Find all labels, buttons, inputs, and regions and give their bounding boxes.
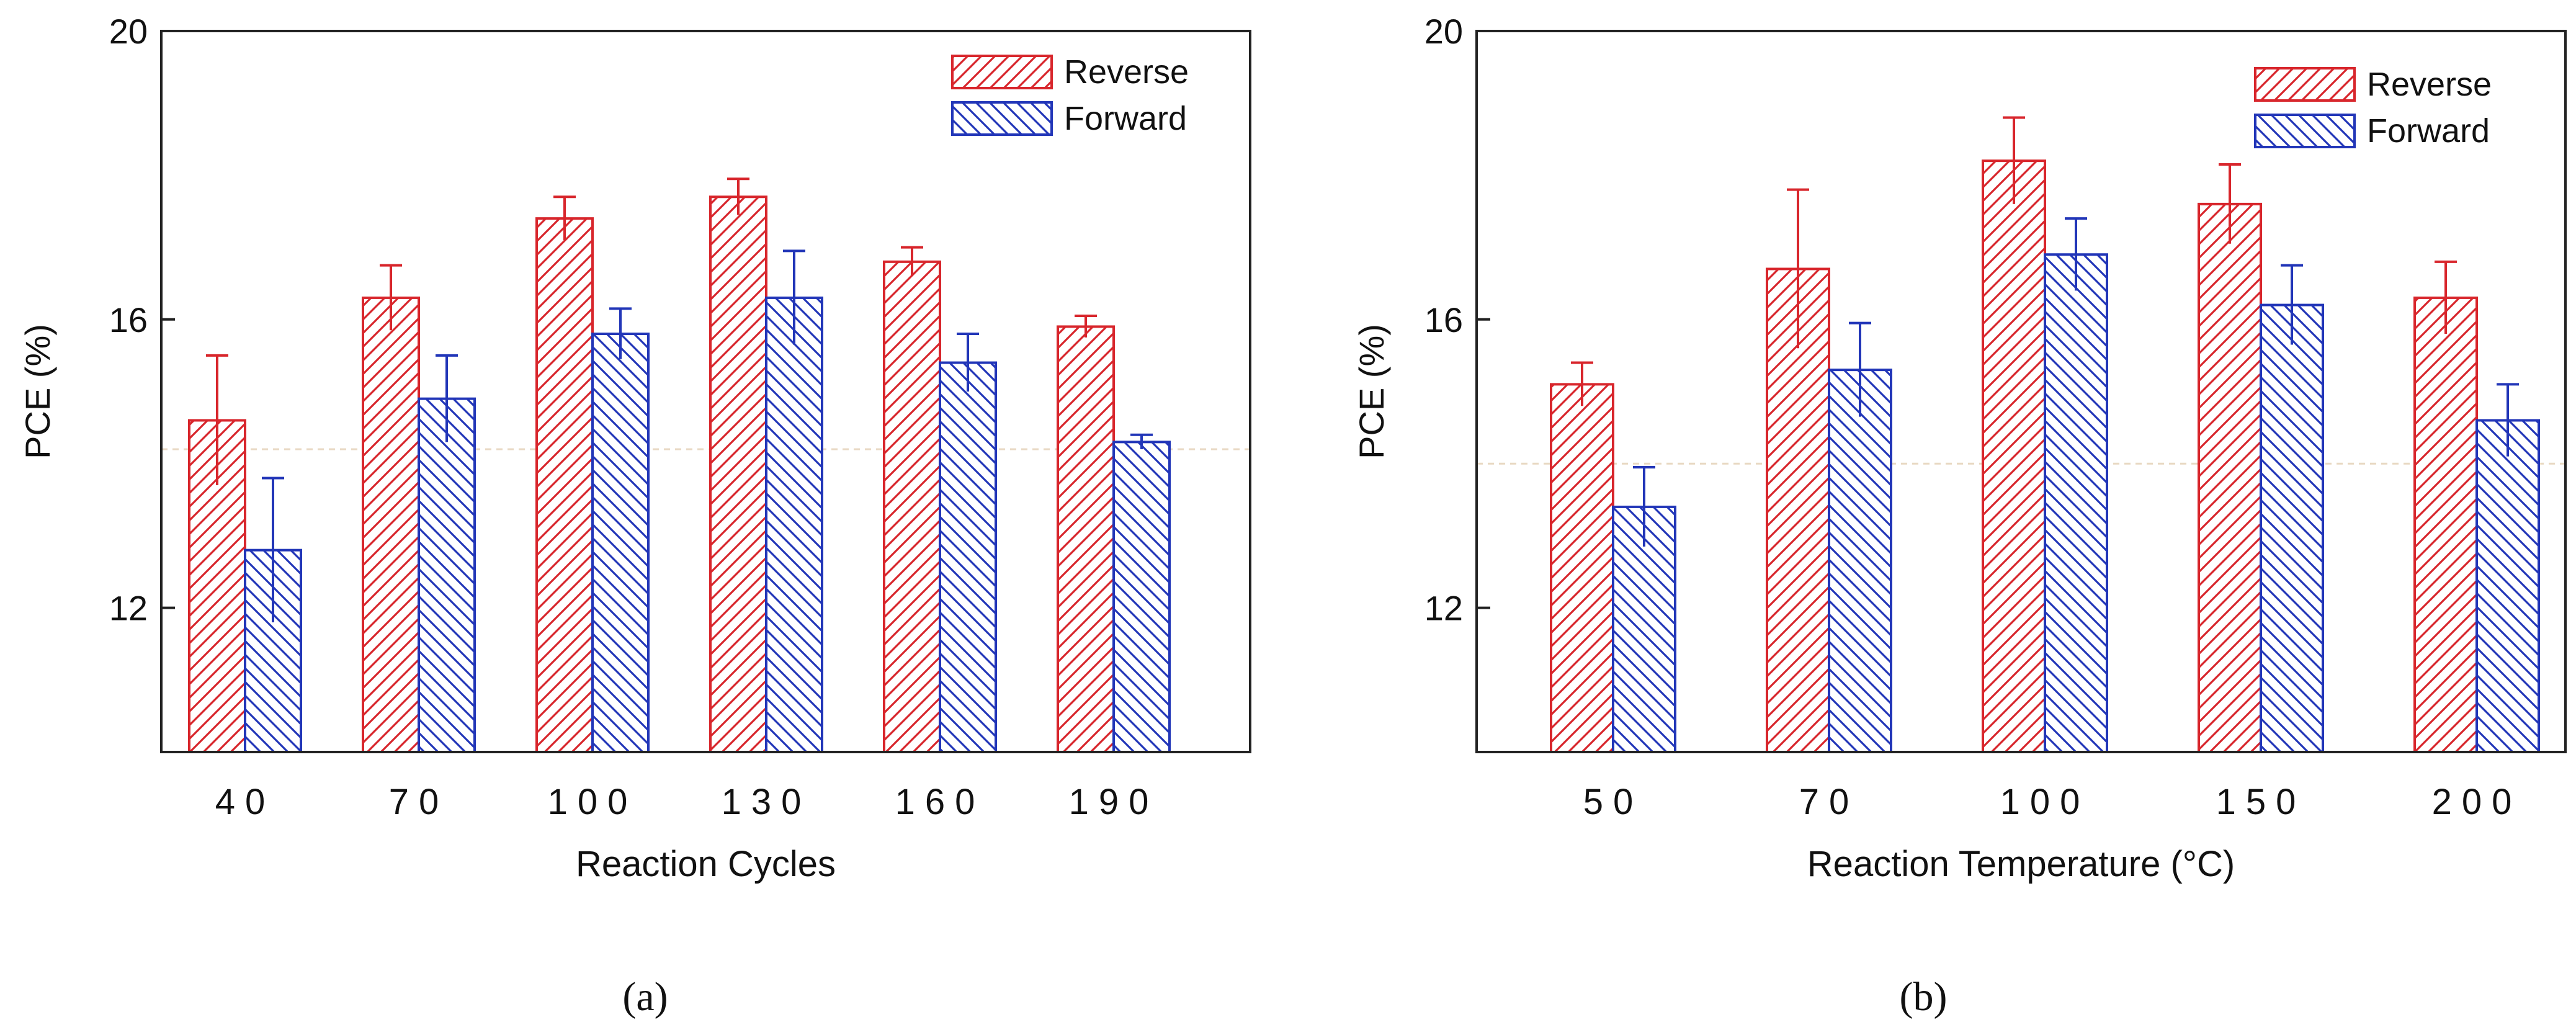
bar-reverse-100 [535, 217, 594, 753]
x-tick-label-70: 70 [1799, 782, 1859, 822]
bar-forward-150 [2260, 303, 2324, 753]
plot-frame [160, 30, 1251, 753]
bar-reverse-100 [1982, 159, 2046, 754]
bar-forward-70 [418, 397, 476, 753]
bar-forward-70 [1828, 369, 1892, 753]
legend-label-reverse: Reverse [2367, 66, 2492, 103]
y-axis-title: PCE (%) [18, 324, 57, 459]
panel-label-b: (b) [1900, 974, 1948, 1019]
y-tick-label-16: 16 [1424, 300, 1463, 339]
plot-frame [1475, 30, 2567, 753]
legend-label-forward: Forward [2367, 112, 2490, 150]
legend-label-reverse: Reverse [1064, 53, 1189, 91]
bar-forward-130 [765, 296, 823, 753]
bar-forward-100 [591, 333, 650, 753]
bar-reverse-150 [2198, 202, 2262, 753]
x-tick-label-100: 100 [548, 782, 638, 822]
legend-swatch-forward [951, 101, 1053, 136]
x-tick-label-150: 150 [2216, 782, 2306, 822]
bar-reverse-190 [1057, 325, 1115, 753]
x-tick-label-70: 70 [389, 782, 449, 822]
y-tick-label-12: 12 [109, 589, 148, 628]
legend-label-forward: Forward [1064, 100, 1187, 137]
bar-forward-190 [1112, 441, 1171, 754]
legend-swatch-reverse [951, 55, 1053, 89]
x-tick-label-40: 40 [215, 782, 275, 822]
panel-label-a: (a) [622, 974, 668, 1019]
bar-forward-160 [939, 361, 997, 753]
x-tick-label-100: 100 [2000, 782, 2090, 822]
y-axis-title: PCE (%) [1352, 324, 1391, 459]
chart-b: 50 70 100 150 200 12 16 20 PCE (%) Reaction Tempe… [1352, 12, 2567, 884]
bar-forward-100 [2044, 253, 2108, 754]
bar-reverse-50 [1550, 383, 1614, 753]
bar-reverse-70 [362, 296, 420, 753]
x-axis-title: Reaction Temperature (°C) [1807, 844, 2235, 884]
chart-a: 40 70 100 130 160 190 12 16 20 PCE (%) Reaction Cy… [18, 12, 1251, 884]
x-tick-label-190: 190 [1069, 782, 1159, 822]
x-tick-label-50: 50 [1583, 782, 1644, 822]
x-axis-title: Reaction Cycles [576, 844, 836, 884]
bar-forward-200 [2475, 419, 2540, 753]
y-tick-label-20: 20 [1424, 12, 1463, 51]
bar-reverse-130 [709, 195, 767, 753]
x-tick-label-200: 200 [2432, 782, 2522, 822]
legend-swatch-forward [2254, 114, 2356, 148]
y-tick-label-16: 16 [109, 300, 148, 339]
x-tick-label-160: 160 [895, 782, 985, 822]
bar-reverse-200 [2413, 296, 2478, 753]
y-tick-label-20: 20 [109, 12, 148, 51]
bar-reverse-160 [883, 260, 941, 753]
y-tick-label-12: 12 [1424, 589, 1463, 628]
legend-swatch-reverse [2254, 67, 2356, 102]
x-tick-label-130: 130 [722, 782, 812, 822]
